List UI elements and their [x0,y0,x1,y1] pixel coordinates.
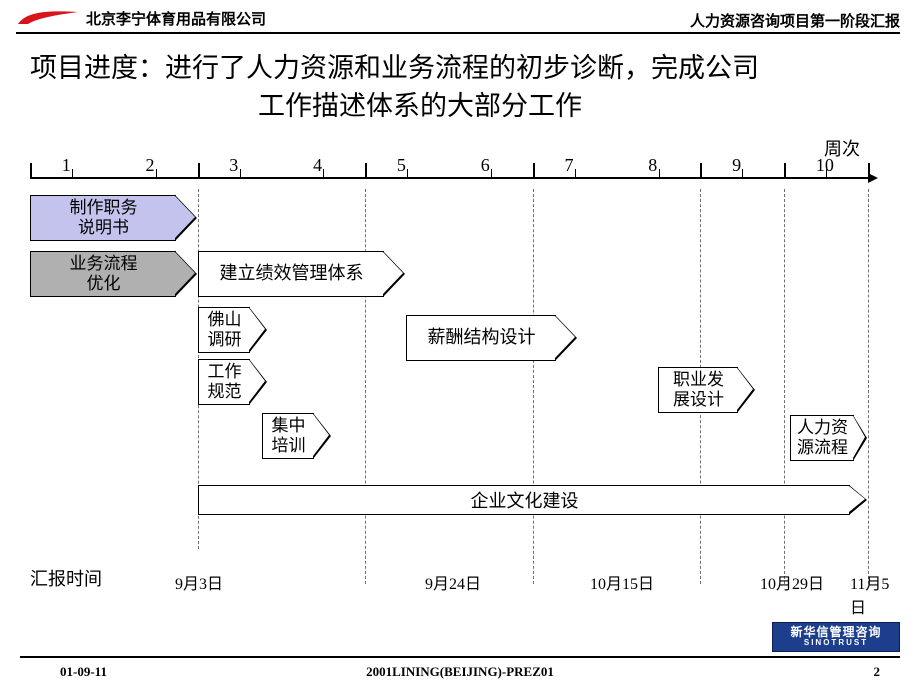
sinotrust-badge: 新华信管理咨询 SINOTRUST [772,622,900,652]
task-arrow: 制作职务说明书 [30,195,198,241]
header: 北京李宁体育用品有限公司 人力资源咨询项目第一阶段汇报 [0,0,920,30]
milestone-date: 11月5日 [850,570,890,618]
task-arrow: 业务流程优化 [30,251,198,297]
gridline [784,189,785,584]
task-label: 工作规范 [198,359,250,405]
task-label: 企业文化建设 [198,485,850,515]
lining-logo-icon [16,10,80,28]
tick-major [700,163,702,177]
week-number: 6 [481,155,490,176]
task-arrow: 工作规范 [198,359,268,405]
tick-minor [659,169,660,177]
slide-title: 项目进度：进行了人力资源和业务流程的初步诊断，完成公司 工作描述体系的大部分工作 [30,50,890,126]
week-number: 7 [565,155,574,176]
timeline-axis [30,177,870,179]
tick-minor [575,169,576,177]
task-label: 佛山调研 [198,307,250,353]
title-line-2: 工作描述体系的大部分工作 [0,88,890,126]
report-time-label: 汇报时间 [30,565,102,591]
sinotrust-en: SINOTRUST [773,639,899,648]
tick-major [365,163,367,177]
milestone-date: 9月24日 [425,570,481,594]
week-number: 4 [313,155,322,176]
tick-minor [72,169,73,177]
week-number: 3 [229,155,238,176]
tick-minor [323,169,324,177]
week-number: 8 [648,155,657,176]
task-label: 业务流程优化 [30,251,176,297]
tick-major [198,163,200,177]
tick-minor [407,169,408,177]
gantt-chart: 1 2 3 4 5 6 7 8 9 10 制作职务说明书业务流程优化建立绩效管理体系佛山调研工作规范… [30,155,890,595]
footer-rule [20,656,900,658]
task-label: 薪酬结构设计 [406,315,556,361]
task-arrow: 建立绩效管理体系 [198,251,406,297]
header-subtitle: 人力资源咨询项目第一阶段汇报 [690,10,900,31]
footer-page: 2 [874,664,881,680]
gridline [868,189,869,584]
milestone-date: 10月15日 [590,570,654,594]
tick-major [868,163,870,177]
milestone-date: 10月29日 [760,570,824,594]
footer-code: 2001LINING(BEIJING)-PREZ01 [0,664,920,680]
tick-minor [826,169,827,177]
company-name: 北京李宁体育用品有限公司 [86,8,266,29]
tick-major [30,163,32,177]
week-number: 1 [62,155,71,176]
week-number: 5 [397,155,406,176]
task-arrow: 薪酬结构设计 [406,315,578,361]
week-number: 2 [146,155,155,176]
tick-minor [156,169,157,177]
week-number: 10 [816,155,834,176]
task-arrow: 企业文化建设 [198,485,868,515]
title-line-1: 项目进度：进行了人力资源和业务流程的初步诊断，完成公司 [30,50,890,88]
gridline [533,189,534,584]
week-number: 9 [732,155,741,176]
task-label: 职业发展设计 [658,367,738,413]
tick-minor [240,169,241,177]
task-label: 建立绩效管理体系 [198,251,384,297]
task-arrow: 职业发展设计 [658,367,756,413]
gridline [365,189,366,584]
task-label: 人力资源流程 [790,415,854,461]
logo-area: 北京李宁体育用品有限公司 [16,8,266,29]
tick-minor [742,169,743,177]
task-arrow: 人力资源流程 [790,415,868,461]
tick-major [784,163,786,177]
task-label: 制作职务说明书 [30,195,176,241]
tick-major [533,163,535,177]
tick-minor [491,169,492,177]
task-arrow: 佛山调研 [198,307,268,353]
header-rule [16,32,900,34]
task-arrow: 集中培训 [262,413,332,459]
task-label: 集中培训 [262,413,314,459]
milestone-date: 9月3日 [175,570,223,594]
